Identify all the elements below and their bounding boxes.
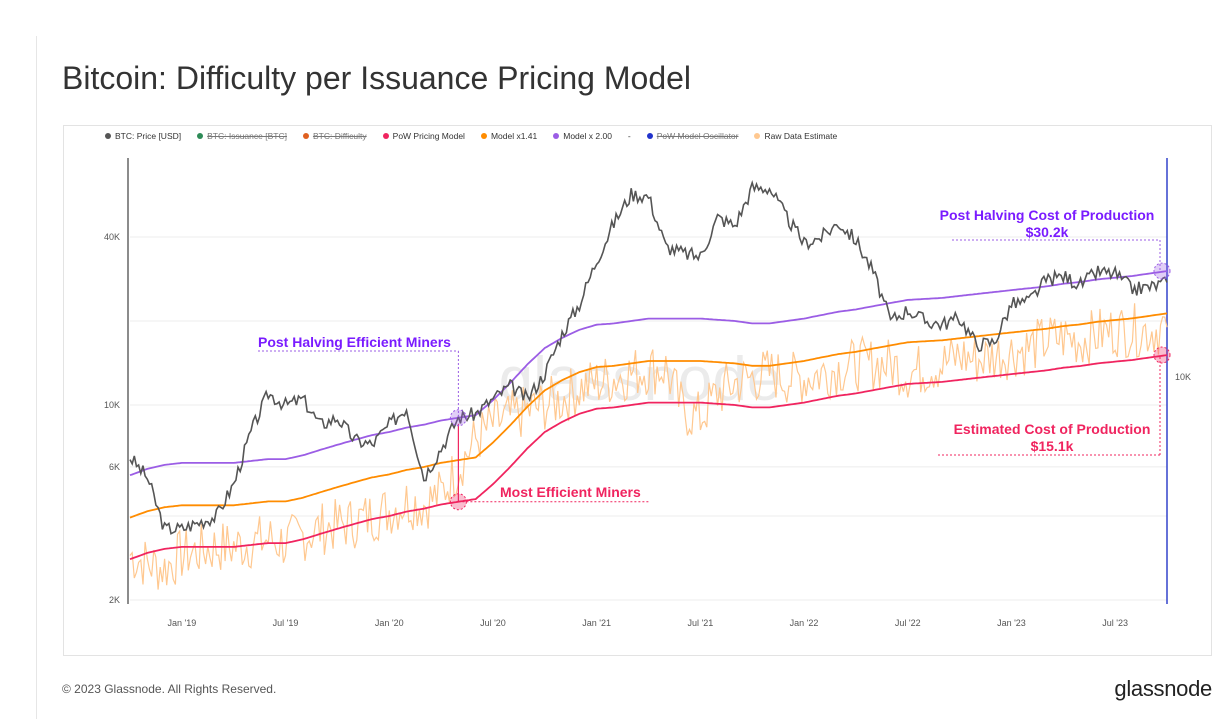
- legend-item[interactable]: BTC: Difficulty: [302, 131, 367, 141]
- legend-item[interactable]: -: [628, 131, 631, 141]
- x-tick-label: Jul '23: [1102, 618, 1128, 628]
- x-tick-label: Jan '20: [375, 618, 404, 628]
- legend-swatch: [197, 133, 204, 139]
- legend-label: BTC: Difficulty: [312, 131, 367, 141]
- series-btc-price: [129, 179, 1168, 535]
- legend-swatch: [302, 133, 309, 139]
- legend-item[interactable]: Raw Data Estimate: [754, 131, 837, 141]
- chart-panel: [63, 125, 1212, 656]
- annotation-marker: [1153, 262, 1171, 280]
- annotation-label: Estimated Cost of Production: [953, 421, 1151, 437]
- y-tick-label: 2K: [109, 595, 120, 605]
- annotation-estimated-cost: Estimated Cost of Production $15.1k: [922, 421, 1182, 455]
- page-divider: [36, 36, 37, 719]
- legend-label: BTC: Issuance [BTC]: [207, 131, 287, 141]
- annotation-post-halving-efficient: Post Halving Efficient Miners: [258, 334, 451, 350]
- x-tick-label: Jul '21: [687, 618, 713, 628]
- chart-legend: BTC: Price [USD] BTC: Issuance [BTC] BTC: …: [105, 131, 837, 141]
- annotation-most-efficient: Most Efficient Miners: [500, 484, 641, 500]
- x-tick-label: Jan '21: [582, 618, 611, 628]
- y-tick-label: 40K: [104, 232, 120, 242]
- x-tick-label: Jul '22: [895, 618, 921, 628]
- annotation-post-halving-cost: Post Halving Cost of Production $30.2k: [912, 207, 1182, 241]
- copyright-footer: © 2023 Glassnode. All Rights Reserved.: [62, 682, 277, 696]
- legend-swatch: [553, 133, 560, 139]
- legend-label: PoW Pricing Model: [392, 131, 465, 141]
- annotation-label: Post Halving Cost of Production: [939, 207, 1155, 223]
- legend-label: Model x 2.00: [563, 131, 612, 141]
- legend-item[interactable]: Model x1.41: [480, 131, 538, 141]
- legend-swatch: [480, 133, 487, 139]
- legend-swatch: [646, 133, 653, 139]
- annotation-value: $15.1k: [1030, 438, 1074, 454]
- legend-swatch: [382, 133, 389, 139]
- annotation-marker: [449, 409, 467, 427]
- series-pow-pricing-model: [129, 354, 1168, 561]
- legend-label: -: [627, 131, 631, 141]
- legend-item[interactable]: BTC: Issuance [BTC]: [197, 131, 287, 141]
- right-axis-tick-label: 10K: [1175, 372, 1191, 382]
- legend-item[interactable]: PoW Model Oscillator: [646, 131, 739, 141]
- x-tick-label: Jul '19: [273, 618, 299, 628]
- annotation-marker: [1153, 346, 1171, 364]
- page-title: Bitcoin: Difficulty per Issuance Pricing…: [62, 60, 692, 96]
- series-model-x2: [129, 270, 1168, 477]
- x-tick-label: Jan '19: [167, 618, 196, 628]
- series-raw-data-estimate: [129, 303, 1168, 590]
- legend-item[interactable]: Model x 2.00: [553, 131, 612, 141]
- legend-swatch: [754, 133, 761, 139]
- annotation-marker: [449, 493, 467, 511]
- legend-item[interactable]: PoW Pricing Model: [382, 131, 465, 141]
- series-model-x1-41: [129, 312, 1168, 519]
- y-tick-label: 10K: [104, 400, 120, 410]
- x-tick-label: Jul '20: [480, 618, 506, 628]
- glassnode-logo: glassnode: [1114, 676, 1212, 701]
- legend-item[interactable]: BTC: Price [USD]: [105, 131, 181, 141]
- x-tick-label: Jan '22: [790, 618, 819, 628]
- annotation-value: $30.2k: [1025, 224, 1069, 240]
- legend-label: Raw Data Estimate: [764, 131, 838, 141]
- x-tick-label: Jan '23: [997, 618, 1026, 628]
- legend-label: PoW Model Oscillator: [656, 131, 739, 141]
- y-tick-label: 6K: [109, 462, 120, 472]
- legend-label: BTC: Price [USD]: [115, 131, 182, 141]
- legend-swatch: [105, 133, 111, 139]
- legend-label: Model x1.41: [490, 131, 538, 141]
